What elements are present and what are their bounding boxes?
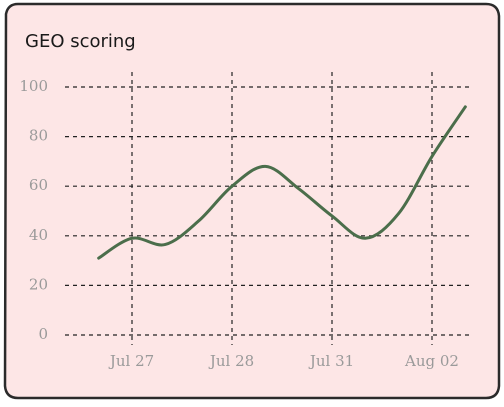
x-tick-label: Jul 31 [308,352,354,370]
y-tick-label: 20 [29,275,48,293]
data-line [97,105,467,260]
x-tick-label: Jul 27 [108,352,154,370]
x-tick-label: Jul 28 [208,352,254,370]
y-tick-label: 0 [38,325,48,343]
y-tick-label: 60 [29,176,48,194]
y-tick-label: 100 [19,77,48,95]
chart-title: GEO scoring [25,31,136,52]
x-tick-label: Aug 02 [404,352,459,370]
y-tick-label: 40 [29,226,48,244]
y-tick-label: 80 [29,127,48,145]
card [3,2,501,400]
